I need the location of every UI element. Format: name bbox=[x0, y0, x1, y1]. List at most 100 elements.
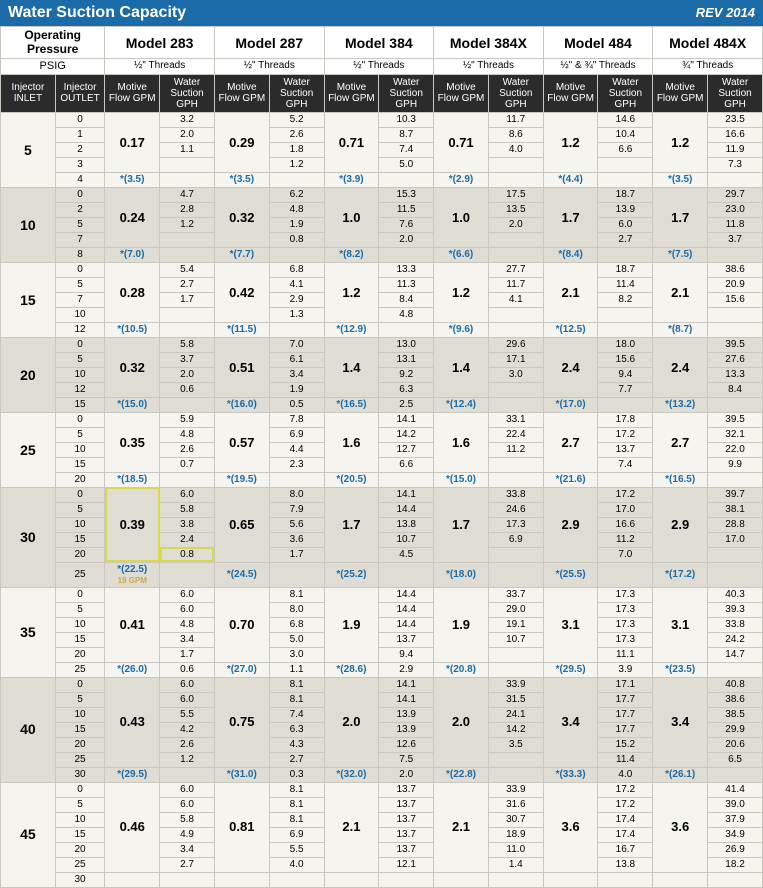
water-suction-cell bbox=[379, 322, 434, 337]
star-note-cell: *(21.6) bbox=[543, 472, 598, 487]
water-suction-cell: 8.4 bbox=[379, 292, 434, 307]
motive-flow-cell: 0.41 bbox=[105, 587, 160, 662]
water-suction-cell bbox=[160, 247, 215, 262]
outlet-cell: 25 bbox=[55, 662, 105, 677]
outlet-cell: 15 bbox=[55, 397, 105, 412]
water-suction-cell: 8.1 bbox=[269, 692, 324, 707]
water-suction-header: Water Suction GPH bbox=[488, 74, 543, 112]
motive-flow-cell: 0.46 bbox=[105, 782, 160, 872]
motive-flow-cell: 0.35 bbox=[105, 412, 160, 472]
star-note-cell: *(33.3) bbox=[543, 767, 598, 782]
water-suction-cell: 9.4 bbox=[598, 367, 653, 382]
op-pressure-header: Operating Pressure bbox=[1, 27, 105, 59]
motive-flow-cell: 1.6 bbox=[324, 412, 379, 472]
water-suction-cell: 31.6 bbox=[488, 797, 543, 812]
pressure-cell: 20 bbox=[1, 337, 56, 412]
star-note-cell: *(25.2) bbox=[324, 562, 379, 587]
water-suction-cell bbox=[160, 472, 215, 487]
star-note-cell: *(20.5) bbox=[324, 472, 379, 487]
water-suction-cell: 0.3 bbox=[269, 767, 324, 782]
water-suction-cell: 1.3 bbox=[269, 307, 324, 322]
motive-flow-header: Motive Flow GPM bbox=[653, 74, 708, 112]
water-suction-header: Water Suction GPH bbox=[379, 74, 434, 112]
pressure-cell: 25 bbox=[1, 412, 56, 487]
water-suction-cell: 9.2 bbox=[379, 367, 434, 382]
water-suction-cell: 27.7 bbox=[488, 262, 543, 277]
star-note-cell: *(7.7) bbox=[214, 247, 269, 262]
water-suction-cell: 13.9 bbox=[598, 202, 653, 217]
outlet-cell: 12 bbox=[55, 382, 105, 397]
water-suction-cell bbox=[598, 322, 653, 337]
water-suction-cell: 14.2 bbox=[488, 722, 543, 737]
water-suction-cell: 33.9 bbox=[488, 782, 543, 797]
water-suction-cell: 14.1 bbox=[379, 677, 434, 692]
star-note-cell: *(15.0) bbox=[434, 472, 489, 487]
star-note-cell bbox=[653, 872, 708, 887]
water-suction-cell bbox=[598, 562, 653, 587]
motive-flow-cell: 0.70 bbox=[214, 587, 269, 662]
outlet-cell: 20 bbox=[55, 647, 105, 662]
outlet-cell: 15 bbox=[55, 632, 105, 647]
outlet-cell: 10 bbox=[55, 617, 105, 632]
outlet-cell: 2 bbox=[55, 202, 105, 217]
star-note-cell bbox=[543, 872, 598, 887]
water-suction-cell: 5.0 bbox=[269, 632, 324, 647]
water-suction-cell bbox=[379, 172, 434, 187]
page-title: Water Suction Capacity bbox=[8, 4, 186, 22]
star-note-cell bbox=[324, 872, 379, 887]
motive-flow-cell: 0.28 bbox=[105, 262, 160, 322]
water-suction-cell: 4.7 bbox=[160, 187, 215, 202]
water-suction-cell: 41.4 bbox=[708, 782, 763, 797]
water-suction-cell: 5.5 bbox=[269, 842, 324, 857]
water-suction-cell: 14.1 bbox=[379, 692, 434, 707]
motive-flow-cell: 3.4 bbox=[653, 677, 708, 767]
water-suction-cell: 10.4 bbox=[598, 127, 653, 142]
water-suction-cell bbox=[160, 767, 215, 782]
water-suction-cell: 31.5 bbox=[488, 692, 543, 707]
water-suction-cell: 6.3 bbox=[269, 722, 324, 737]
water-suction-cell: 24.2 bbox=[708, 632, 763, 647]
water-suction-cell: 17.2 bbox=[598, 782, 653, 797]
water-suction-cell: 7.4 bbox=[269, 707, 324, 722]
water-suction-cell: 1.1 bbox=[269, 662, 324, 677]
star-note-cell: *(9.6) bbox=[434, 322, 489, 337]
star-note-cell: *(8.2) bbox=[324, 247, 379, 262]
water-suction-cell: 6.8 bbox=[269, 262, 324, 277]
motive-flow-cell: 0.65 bbox=[214, 487, 269, 562]
water-suction-cell: 29.9 bbox=[708, 722, 763, 737]
outlet-cell: 5 bbox=[55, 797, 105, 812]
water-suction-cell: 6.0 bbox=[598, 217, 653, 232]
outlet-cell: 0 bbox=[55, 487, 105, 502]
water-suction-cell: 39.0 bbox=[708, 797, 763, 812]
water-suction-cell: 11.7 bbox=[488, 277, 543, 292]
water-suction-cell bbox=[379, 872, 434, 887]
water-suction-cell: 39.5 bbox=[708, 337, 763, 352]
water-suction-cell bbox=[598, 472, 653, 487]
title-bar: Water Suction Capacity REV 2014 bbox=[0, 0, 763, 26]
model-header: Model 484 bbox=[543, 27, 653, 59]
water-suction-cell bbox=[379, 472, 434, 487]
water-suction-cell: 18.2 bbox=[708, 857, 763, 872]
star-note-cell: *(24.5) bbox=[214, 562, 269, 587]
motive-flow-cell: 0.71 bbox=[324, 112, 379, 172]
star-note-cell: *(3.9) bbox=[324, 172, 379, 187]
water-suction-cell bbox=[708, 247, 763, 262]
water-suction-cell: 38.6 bbox=[708, 262, 763, 277]
water-suction-cell: 5.9 bbox=[160, 412, 215, 427]
water-suction-cell: 13.0 bbox=[379, 337, 434, 352]
motive-flow-cell: 1.0 bbox=[324, 187, 379, 247]
motive-flow-cell: 0.32 bbox=[105, 337, 160, 397]
water-suction-cell: 17.1 bbox=[598, 677, 653, 692]
star-note-cell: *(7.0) bbox=[105, 247, 160, 262]
water-suction-cell: 29.6 bbox=[488, 337, 543, 352]
threads-header: ¾" Threads bbox=[653, 58, 763, 74]
motive-flow-cell: 2.1 bbox=[434, 782, 489, 872]
water-suction-cell: 13.3 bbox=[708, 367, 763, 382]
water-suction-cell: 27.6 bbox=[708, 352, 763, 367]
water-suction-cell: 10.7 bbox=[379, 532, 434, 547]
water-suction-cell: 13.7 bbox=[379, 812, 434, 827]
water-suction-cell: 4.2 bbox=[160, 722, 215, 737]
water-suction-cell: 5.8 bbox=[160, 812, 215, 827]
water-suction-cell: 1.7 bbox=[269, 547, 324, 562]
water-suction-cell: 11.9 bbox=[708, 142, 763, 157]
